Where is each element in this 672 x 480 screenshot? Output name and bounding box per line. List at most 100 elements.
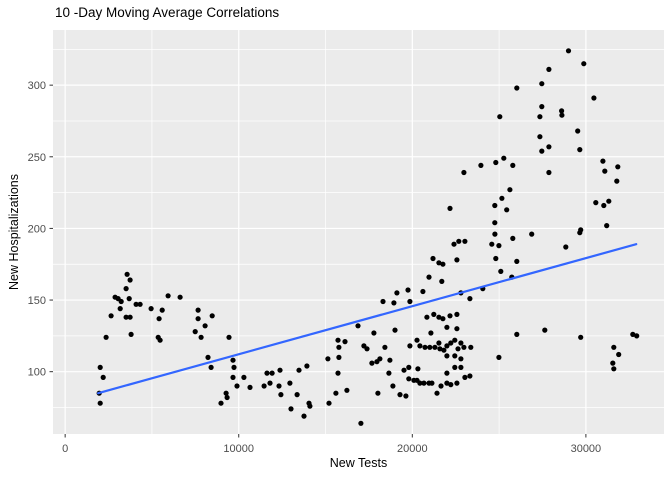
data-point <box>458 340 464 346</box>
data-point <box>205 354 211 360</box>
data-point <box>447 313 453 319</box>
data-point <box>537 114 543 120</box>
data-point <box>615 164 621 170</box>
y-tick-label: 100 <box>28 367 46 379</box>
data-point <box>391 300 397 306</box>
data-point <box>401 367 407 373</box>
data-point <box>602 168 608 174</box>
data-point <box>371 330 377 336</box>
data-point <box>458 356 464 362</box>
data-point <box>600 158 606 164</box>
x-tick-label: 10000 <box>223 443 254 455</box>
data-point <box>496 243 502 249</box>
data-point <box>358 420 364 426</box>
data-point <box>462 374 468 380</box>
data-point <box>436 314 442 320</box>
data-point <box>342 339 348 345</box>
y-tick-label: 150 <box>28 295 46 307</box>
data-point <box>426 274 432 280</box>
data-point <box>604 223 610 229</box>
data-point <box>261 383 267 389</box>
data-point <box>493 159 499 166</box>
data-point <box>390 383 396 389</box>
data-point <box>231 364 237 370</box>
data-point <box>344 387 350 393</box>
data-point <box>591 95 597 101</box>
data-point <box>223 390 229 396</box>
data-point <box>514 258 520 264</box>
data-point <box>493 255 499 262</box>
data-point <box>148 306 154 312</box>
data-point <box>202 323 208 329</box>
data-point <box>156 316 162 322</box>
data-point <box>165 293 171 299</box>
data-point <box>444 370 450 376</box>
data-point <box>103 334 109 340</box>
data-point <box>157 337 163 343</box>
data-point <box>593 200 599 206</box>
data-point <box>468 344 474 350</box>
data-point <box>630 331 636 337</box>
data-point <box>452 337 458 343</box>
x-tick-label: 30000 <box>571 443 602 455</box>
y-tick-label: 250 <box>28 152 46 164</box>
data-point <box>454 380 460 386</box>
data-point <box>499 195 505 201</box>
data-point <box>438 383 444 389</box>
data-point <box>440 316 446 322</box>
data-point <box>386 370 392 376</box>
data-point <box>287 380 293 386</box>
data-point <box>198 334 204 340</box>
data-point <box>507 187 513 193</box>
data-point <box>374 359 380 365</box>
data-point <box>100 374 106 380</box>
data-point <box>461 344 467 350</box>
x-tick-label: 20000 <box>397 443 428 455</box>
data-point <box>335 370 341 376</box>
data-point <box>264 370 270 376</box>
data-point <box>448 340 454 346</box>
data-point <box>269 370 275 376</box>
data-point <box>577 230 583 236</box>
data-point <box>440 261 446 267</box>
data-point <box>514 85 520 91</box>
data-point <box>417 343 423 349</box>
data-point <box>436 340 442 346</box>
data-point <box>364 346 370 352</box>
data-point <box>514 331 520 337</box>
data-point <box>610 360 616 366</box>
data-point <box>241 374 247 380</box>
data-point <box>133 301 139 307</box>
data-point <box>301 413 307 419</box>
chart-title: 10 -Day Moving Average Correlations <box>55 5 280 20</box>
data-point <box>444 343 450 349</box>
data-point <box>124 271 130 277</box>
data-point <box>455 346 461 352</box>
data-point <box>403 393 409 399</box>
data-point <box>563 244 569 250</box>
data-point <box>415 366 421 372</box>
data-point <box>510 162 516 168</box>
data-point <box>294 392 300 398</box>
data-point <box>208 364 214 370</box>
data-point <box>634 333 640 339</box>
data-point <box>489 241 495 247</box>
data-point <box>601 202 607 209</box>
data-point <box>447 205 453 211</box>
data-point <box>195 316 201 322</box>
data-point <box>432 344 438 350</box>
data-point <box>123 314 129 320</box>
data-point <box>454 311 460 317</box>
data-point <box>427 344 433 350</box>
data-point <box>452 353 458 359</box>
data-point <box>430 255 436 262</box>
y-tick-label: 300 <box>28 80 46 92</box>
data-point <box>375 390 381 396</box>
data-point <box>614 178 620 184</box>
data-point <box>304 363 310 369</box>
data-point <box>230 357 236 363</box>
data-point <box>406 364 412 370</box>
data-point <box>195 307 201 313</box>
data-point <box>276 383 282 389</box>
